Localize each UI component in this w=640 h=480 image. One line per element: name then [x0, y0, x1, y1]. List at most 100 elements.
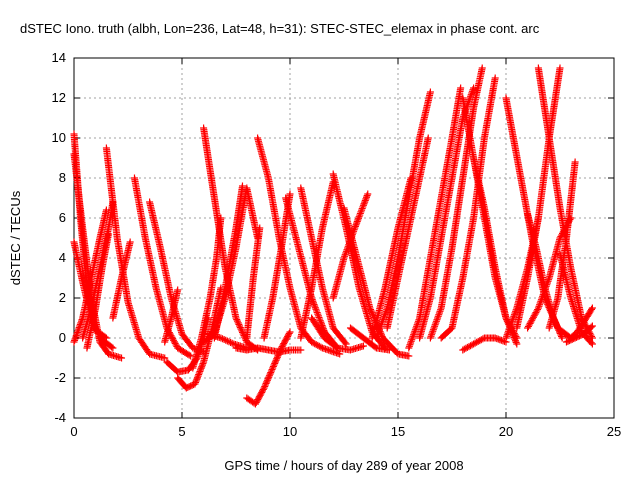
data-point: [309, 299, 317, 307]
y-tick-label: -4: [54, 410, 66, 425]
data-point: [270, 361, 278, 369]
data-point: [234, 319, 242, 327]
data-point: [285, 329, 293, 337]
x-tick-label: 25: [607, 424, 621, 439]
data-point: [172, 341, 180, 349]
data-point: [194, 372, 202, 380]
data-point: [316, 317, 324, 325]
data-point: [318, 322, 326, 330]
data-point: [317, 320, 325, 328]
data-point: [198, 361, 206, 369]
data-point: [198, 363, 206, 371]
data-point: [259, 385, 267, 393]
data-point: [267, 369, 275, 377]
data-point: [225, 338, 233, 346]
data-point: [405, 352, 413, 360]
series-18: [232, 344, 305, 356]
y-tick-label: 10: [52, 130, 66, 145]
data-point: [93, 326, 101, 334]
data-point: [277, 346, 285, 354]
series-10: [146, 198, 208, 356]
data-point: [266, 370, 274, 378]
data-point: [352, 221, 360, 229]
data-point: [193, 374, 201, 382]
data-point: [311, 304, 319, 312]
y-tick-label: 6: [59, 210, 66, 225]
x-tick-label: 20: [499, 424, 513, 439]
data-point: [311, 302, 319, 310]
y-tick-label: 2: [59, 290, 66, 305]
data-point: [351, 222, 359, 230]
data-point: [105, 230, 113, 238]
data-point: [275, 349, 283, 357]
x-tick-label: 0: [70, 424, 77, 439]
data-point: [236, 322, 244, 330]
data-point: [261, 382, 269, 390]
chart-title: dSTEC Iono. truth (albh, Lon=236, Lat=48…: [20, 21, 540, 36]
data-point: [93, 328, 101, 336]
data-point: [268, 366, 276, 374]
y-tick-label: 12: [52, 90, 66, 105]
data-point: [314, 310, 322, 318]
data-point: [233, 317, 241, 325]
data-point: [263, 378, 271, 386]
data-point: [274, 352, 282, 360]
data-point: [317, 343, 325, 351]
data-point: [217, 334, 225, 342]
data-point: [315, 313, 323, 321]
data-point: [351, 224, 359, 232]
data-point: [353, 219, 361, 227]
data-point: [228, 339, 236, 347]
data-point: [263, 376, 271, 384]
data-point: [260, 384, 268, 392]
data-point: [256, 224, 264, 232]
data-point: [355, 213, 363, 221]
data-point: [220, 336, 228, 343]
data-point: [311, 340, 319, 348]
data-point: [267, 367, 275, 375]
data-point: [341, 339, 349, 347]
data-point: [286, 328, 294, 336]
data-point: [169, 335, 177, 343]
data-point: [556, 64, 564, 72]
data-point: [192, 377, 200, 385]
data-point: [232, 314, 240, 322]
data-point: [102, 206, 110, 214]
data-point: [238, 182, 246, 190]
x-tick-label: 15: [391, 424, 405, 439]
series-7: [109, 238, 134, 322]
data-points: [70, 64, 596, 408]
plot-frame: [73, 57, 615, 419]
data-point: [199, 360, 207, 368]
data-point: [354, 216, 362, 224]
data-point: [269, 362, 277, 370]
data-point: [219, 335, 226, 343]
data-point: [359, 342, 367, 350]
data-point: [262, 379, 270, 387]
series-5: [83, 230, 113, 352]
data-point: [312, 341, 320, 349]
series-26: [308, 314, 367, 354]
data-point: [491, 74, 499, 82]
data-point: [276, 347, 284, 355]
x-tick-label: 10: [283, 424, 297, 439]
data-point: [109, 344, 117, 352]
series-19: [243, 328, 294, 408]
data-point: [108, 343, 116, 351]
data-point: [317, 318, 325, 326]
data-point: [310, 300, 318, 308]
data-point: [197, 366, 205, 374]
data-point: [185, 351, 193, 359]
data-point: [355, 214, 363, 222]
series-40: [459, 334, 510, 354]
data-point: [269, 364, 277, 372]
data-point: [196, 367, 204, 375]
series-16: [210, 182, 246, 342]
data-point: [316, 315, 324, 323]
data-point: [161, 354, 169, 362]
data-point: [426, 88, 434, 96]
series-6: [102, 144, 169, 362]
series-22: [243, 224, 264, 342]
series-3: [70, 206, 110, 346]
data-point: [264, 375, 272, 383]
